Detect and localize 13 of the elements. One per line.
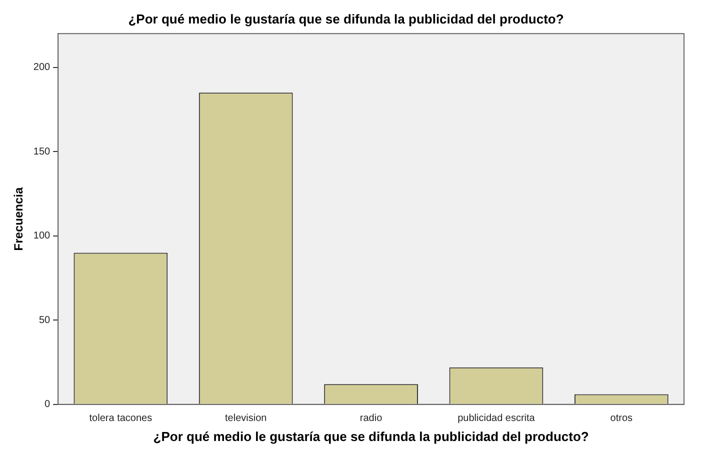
x-axis-title: ¿Por qué medio le gustaría que se difunda la publicidad del producto? [153, 428, 589, 444]
y-tick-label: 200 [33, 62, 51, 74]
x-tick-label: otros [610, 413, 633, 424]
y-tick-label: 150 [33, 146, 51, 158]
y-tick-label: 100 [33, 230, 51, 242]
x-tick-label: publicidad escrita [458, 413, 536, 424]
chart-title: ¿Por qué medio le gustaría que se difunda la publicidad del producto? [128, 11, 564, 26]
x-tick-label: tolera tacones [89, 413, 152, 424]
x-tick-label: radio [360, 413, 383, 424]
y-axis-title: Frecuencia [12, 187, 26, 251]
y-tick-label: 0 [44, 399, 51, 410]
y-tick-label: 50 [38, 314, 51, 326]
x-tick-label: television [225, 413, 267, 424]
